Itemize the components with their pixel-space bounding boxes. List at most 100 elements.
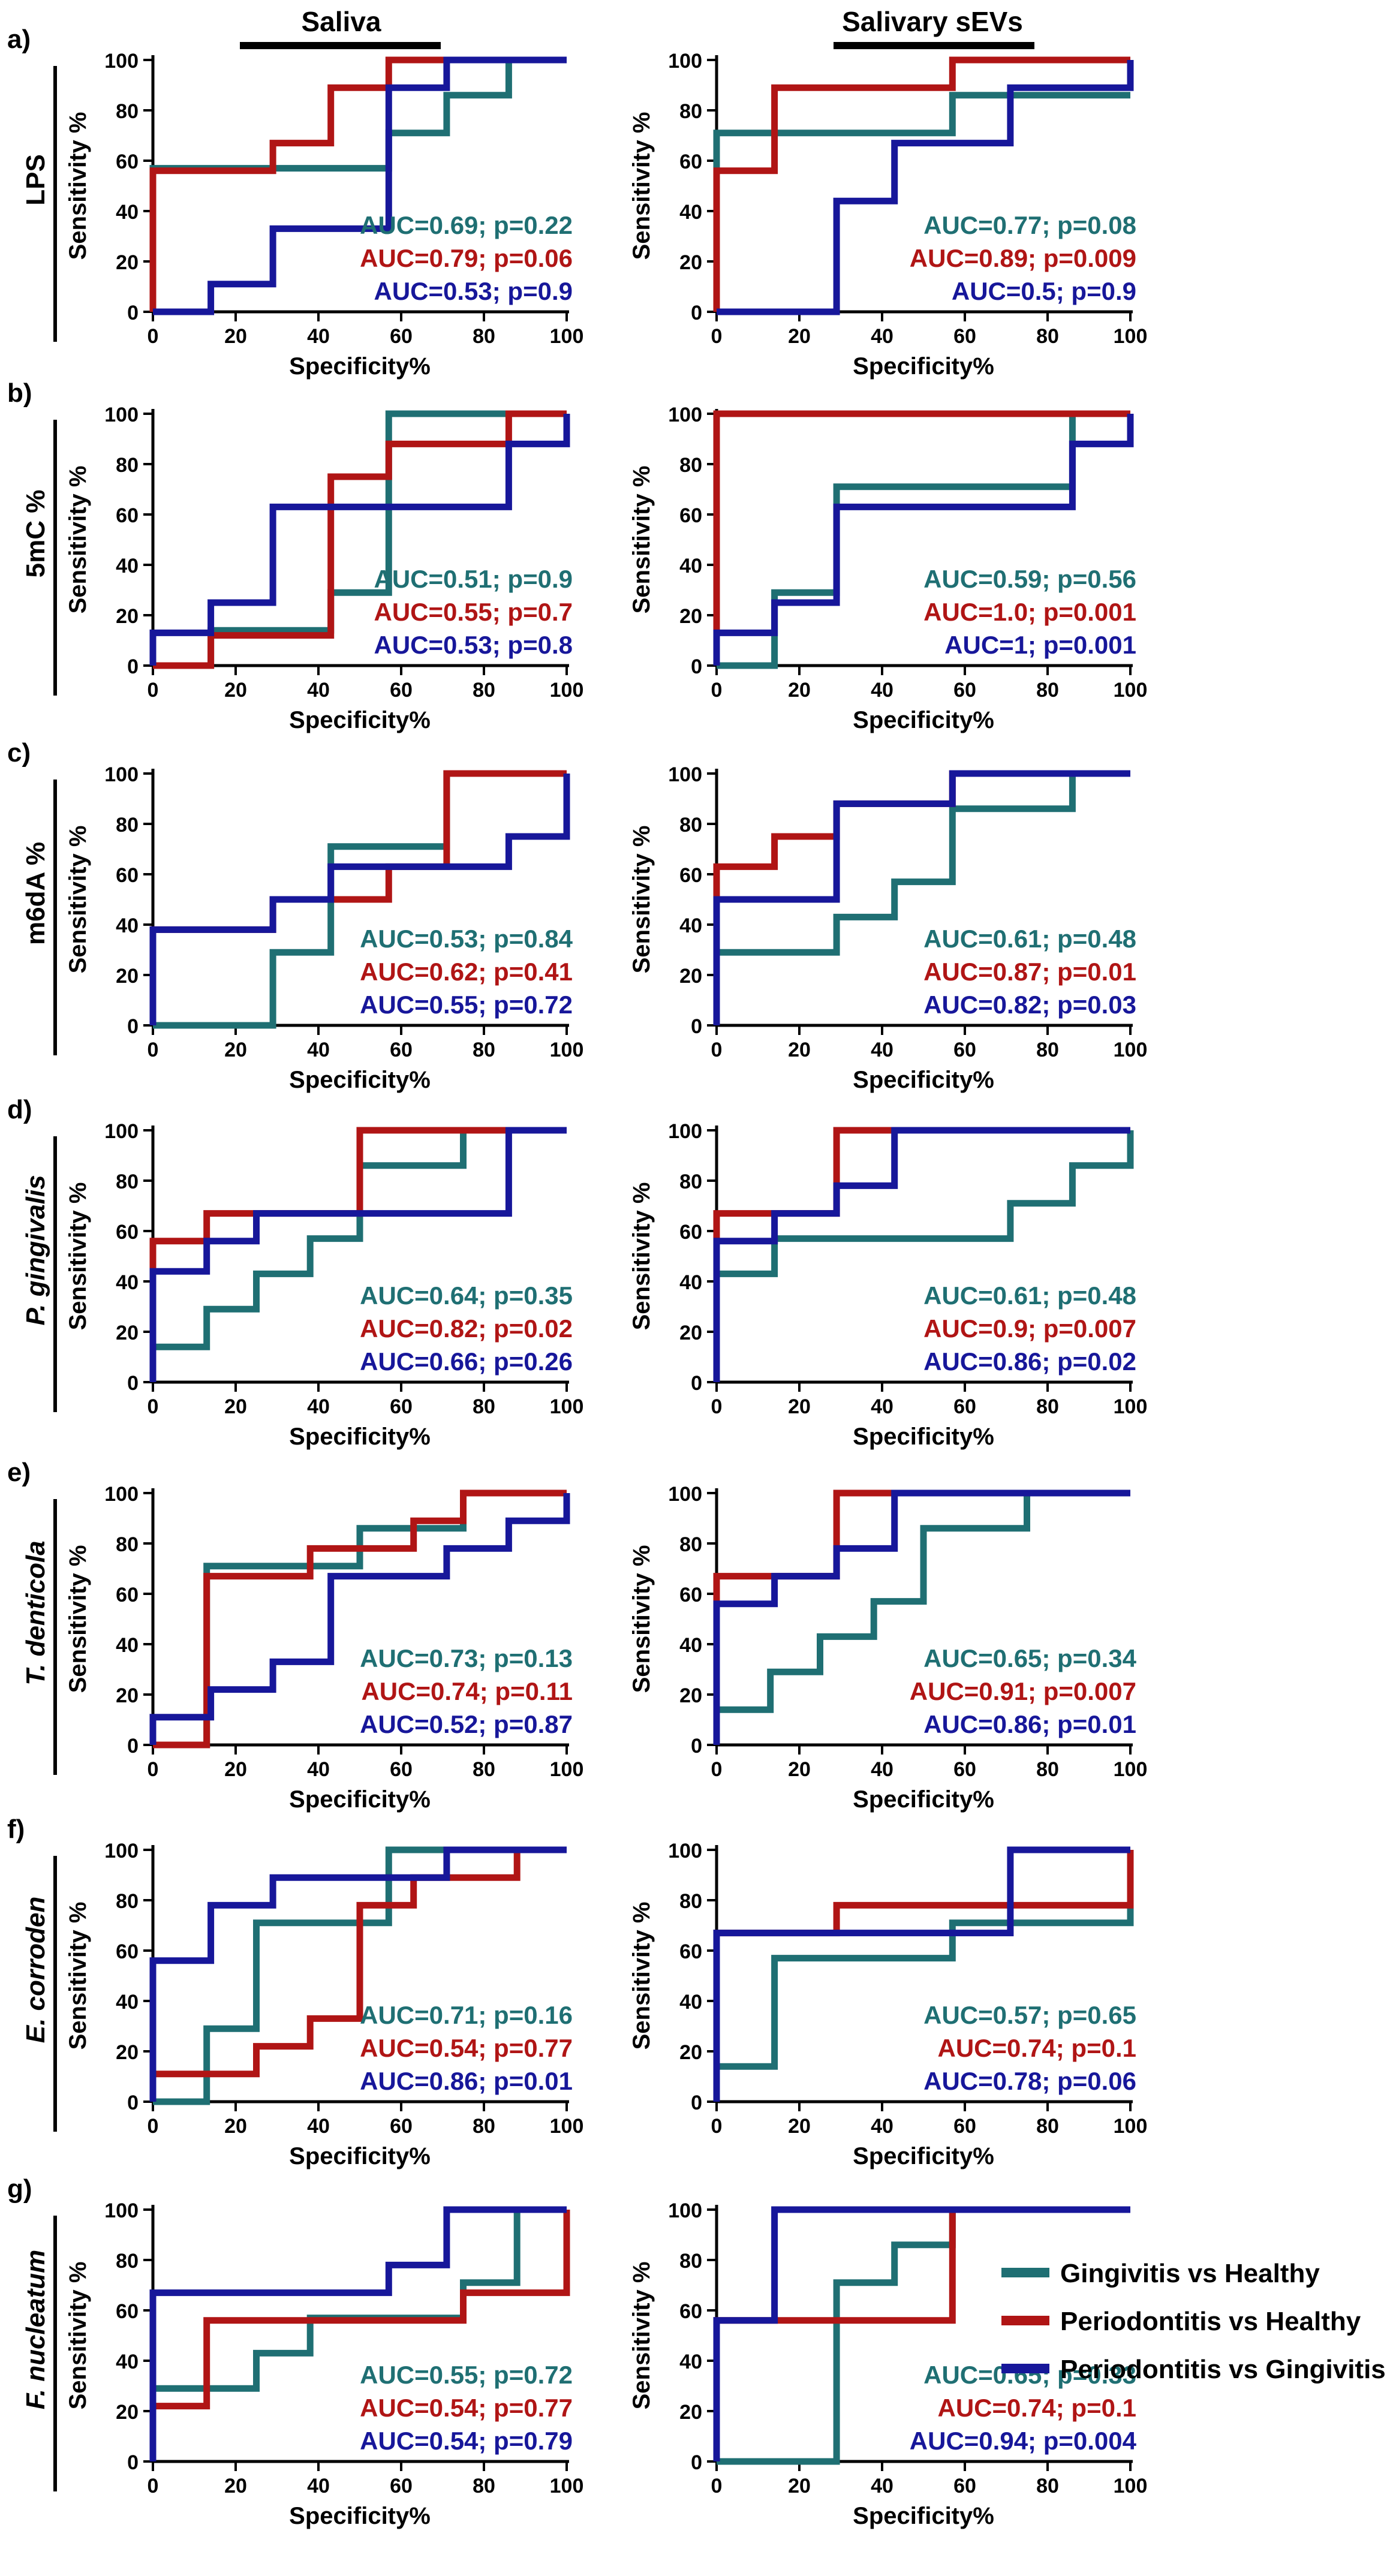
panel-c-salivary-sevs-x-tick-label: 100 — [1114, 1039, 1148, 1061]
panel-b-saliva-y-label: Sensitivity % — [65, 466, 91, 614]
panel-a-saliva: a) LPS 00 20 20 40 40 60 60 80 80 100 100 Specificity… — [7, 25, 583, 380]
panel-f-saliva-y-tick-label: 20 — [116, 2041, 139, 2064]
panel-e-saliva-auc-annotation: AUC=0.74; p=0.11 — [361, 1677, 573, 1705]
roc-panels: a)LPS002020404060608080100100Specificity… — [7, 25, 1147, 2529]
panel-a-salivary-sevs-x-tick-label: 100 — [1114, 325, 1148, 348]
panel-a-salivary-sevs-x-label: Specificity% — [853, 353, 994, 380]
panel-d-salivary-sevs-x-label: Specificity% — [853, 1424, 994, 1450]
panel-g-saliva-x-tick-label: 20 — [224, 2475, 247, 2497]
panel-f-salivary-sevs-x-tick-label: 60 — [953, 2115, 976, 2138]
panel-a-saliva-x-tick-label: 60 — [390, 325, 413, 348]
panel-e-salivary-sevs-x-tick-label: 40 — [871, 1758, 893, 1781]
panel-e-saliva-y-label: Sensitivity % — [65, 1545, 91, 1693]
panel-f-saliva-auc-annotation: AUC=0.86; p=0.01 — [360, 2067, 573, 2095]
panel-f-salivary-sevs-series-periodontitis-vs-healthy — [713, 1850, 1134, 2102]
panel-e-salivary-sevs-auc-annotation: AUC=0.86; p=0.01 — [923, 1710, 1136, 1738]
panel-f-saliva-row-label: E. corroden — [21, 1897, 50, 2044]
panel-e-salivary-sevs-y-tick-label: 40 — [679, 1634, 702, 1657]
column-title-salivary-sevs: Salivary sEVs — [834, 6, 1034, 49]
legend: Gingivitis vs Healthy Periodontitis vs H… — [1001, 2259, 1386, 2384]
panel-e-salivary-sevs-series-gingivitis-vs-healthy — [713, 1489, 1130, 1745]
panel-e-saliva-x-tick-label: 20 — [224, 1758, 247, 1781]
panel-b-saliva-x-label: Specificity% — [289, 707, 431, 733]
panel-c-saliva-auc-annotation: AUC=0.62; p=0.41 — [360, 958, 573, 986]
panel-e-salivary-sevs-x-label: Specificity% — [853, 1786, 994, 1813]
panel-g-salivary-sevs: 00 20 20 40 40 60 60 80 80 100 100 Specificity% Sens… — [628, 2199, 1147, 2529]
panel-g-salivary-sevs-y-tick-label: 100 — [668, 2199, 702, 2222]
panel-f-salivary-sevs-x-tick-label: 0 — [711, 2115, 723, 2138]
panel-c-salivary-sevs-x-tick-label: 20 — [788, 1039, 811, 1061]
panel-g-salivary-sevs-y-tick-label: 40 — [679, 2351, 702, 2373]
panel-c-salivary-sevs-y-tick-label: 20 — [679, 965, 702, 988]
panel-b-salivary-sevs-x-tick-label: 20 — [788, 679, 811, 702]
panel-a-saliva-y-tick-label: 40 — [116, 201, 139, 224]
panel-c-saliva-y-tick-label: 100 — [104, 763, 139, 786]
panel-b-saliva-auc-annotation: AUC=0.53; p=0.8 — [374, 631, 573, 659]
panel-e-saliva-y-tick-label: 60 — [116, 1584, 139, 1606]
panel-b-salivary-sevs-y-tick-label: 40 — [679, 555, 702, 577]
panel-a-salivary-sevs-auc-annotation: AUC=0.89; p=0.009 — [910, 244, 1136, 272]
panel-a-saliva-y-tick-label: 100 — [104, 50, 139, 73]
panel-a-saliva-x-tick-label: 100 — [550, 325, 584, 348]
panel-e-salivary-sevs-auc-annotation: AUC=0.91; p=0.007 — [910, 1677, 1136, 1705]
panel-a-salivary-sevs-y-label: Sensitivity % — [628, 112, 655, 260]
panel-c-salivary-sevs-x-label: Specificity% — [853, 1067, 994, 1093]
panel-f-saliva-y-tick-label: 40 — [116, 1991, 139, 2014]
panel-c-salivary-sevs-x-tick-label: 40 — [871, 1039, 893, 1061]
panel-g-saliva-series-periodontitis-vs-gingivitis — [149, 2206, 567, 2461]
panel-b-salivary-sevs-x-tick-label: 40 — [871, 679, 893, 702]
panel-f-salivary-sevs-x-label: Specificity% — [853, 2143, 994, 2169]
panel-d-salivary-sevs-auc-annotation: AUC=0.9; p=0.007 — [923, 1314, 1136, 1343]
panel-a-saliva-x-tick-label: 0 — [148, 325, 159, 348]
panel-e-saliva-x-tick-label: 0 — [148, 1758, 159, 1781]
panel-f-salivary-sevs-series-gingivitis-vs-healthy — [713, 1885, 1134, 2102]
panel-d-saliva-y-tick-label: 0 — [127, 1372, 139, 1395]
panel-a-salivary-sevs-y-tick-label: 80 — [679, 100, 702, 123]
panel-a-salivary-sevs-auc-annotation: AUC=0.5; p=0.9 — [952, 277, 1136, 305]
panel-d-saliva-series-periodontitis-vs-healthy — [149, 1127, 567, 1382]
panel-d-salivary-sevs: 00 20 20 40 40 60 60 80 80 100 100 Specificity% Sens… — [628, 1120, 1147, 1450]
panel-b-saliva-y-tick-label: 0 — [127, 655, 139, 678]
panel-d-salivary-sevs-series-periodontitis-vs-gingivitis — [713, 1127, 1130, 1382]
panel-a-saliva-series-periodontitis-vs-gingivitis — [153, 56, 567, 315]
panel-a-saliva-y-tick-label: 0 — [127, 302, 139, 324]
panel-b-saliva-x-tick-label: 40 — [307, 679, 330, 702]
panel-g-saliva-x-label: Specificity% — [289, 2503, 431, 2529]
panel-g-saliva-x-tick-label: 80 — [473, 2475, 495, 2497]
panel-f-saliva-x-label: Specificity% — [289, 2143, 431, 2169]
panel-e-saliva-x-label: Specificity% — [289, 1786, 431, 1813]
panel-b-saliva-auc-annotation: AUC=0.51; p=0.9 — [374, 565, 573, 593]
panel-d-saliva-series-periodontitis-vs-gingivitis — [149, 1127, 567, 1382]
panel-d-salivary-sevs-x-tick-label: 40 — [871, 1395, 893, 1418]
panel-g-saliva-y-label: Sensitivity % — [65, 2262, 91, 2410]
panel-b-saliva-auc-annotation: AUC=0.55; p=0.7 — [374, 598, 573, 626]
panel-b-salivary-sevs-series-gingivitis-vs-healthy — [717, 410, 1130, 669]
panel-f-salivary-sevs-x-tick-label: 80 — [1036, 2115, 1059, 2138]
panel-d-salivary-sevs-y-tick-label: 0 — [691, 1372, 702, 1395]
panel-b-salivary-sevs-x-tick-label: 60 — [953, 679, 976, 702]
panel-a-saliva-x-tick-label: 40 — [307, 325, 330, 348]
panel-c-salivary-sevs-auc-annotation: AUC=0.61; p=0.48 — [923, 925, 1136, 953]
panel-g-salivary-sevs-y-tick-label: 60 — [679, 2300, 702, 2323]
panel-d-saliva-row-label: P. gingivalis — [21, 1175, 50, 1325]
panel-g-saliva-letter: g) — [7, 2174, 32, 2204]
panel-d-salivary-sevs-y-label: Sensitivity % — [628, 1182, 655, 1331]
panel-e-salivary-sevs-y-tick-label: 0 — [691, 1735, 702, 1758]
panel-d-saliva-auc-annotation: AUC=0.82; p=0.02 — [360, 1314, 573, 1343]
panel-d-salivary-sevs-y-tick-label: 60 — [679, 1221, 702, 1244]
panel-c-saliva-row-label: m6dA % — [21, 842, 50, 945]
column-title-salivary-sevs-text: Salivary sEVs — [842, 6, 1023, 37]
panel-b-saliva-x-tick-label: 60 — [390, 679, 413, 702]
panel-c-saliva-x-tick-label: 60 — [390, 1039, 413, 1061]
panel-f-saliva-auc-annotation: AUC=0.71; p=0.16 — [360, 2001, 573, 2029]
panel-c-saliva-y-tick-label: 0 — [127, 1015, 139, 1038]
panel-f-salivary-sevs-auc-annotation: AUC=0.78; p=0.06 — [923, 2067, 1136, 2095]
panel-b-saliva-series-periodontitis-vs-healthy — [153, 410, 567, 669]
panel-e-saliva-auc-annotation: AUC=0.52; p=0.87 — [360, 1710, 573, 1738]
panel-f-salivary-sevs-x-tick-label: 100 — [1114, 2115, 1148, 2138]
panel-a-salivary-sevs-y-tick-label: 100 — [668, 50, 702, 73]
panel-c-saliva-series-periodontitis-vs-gingivitis — [149, 774, 570, 1025]
panel-c-salivary-sevs-y-tick-label: 0 — [691, 1015, 702, 1038]
panel-b-salivary-sevs-x-tick-label: 80 — [1036, 679, 1059, 702]
